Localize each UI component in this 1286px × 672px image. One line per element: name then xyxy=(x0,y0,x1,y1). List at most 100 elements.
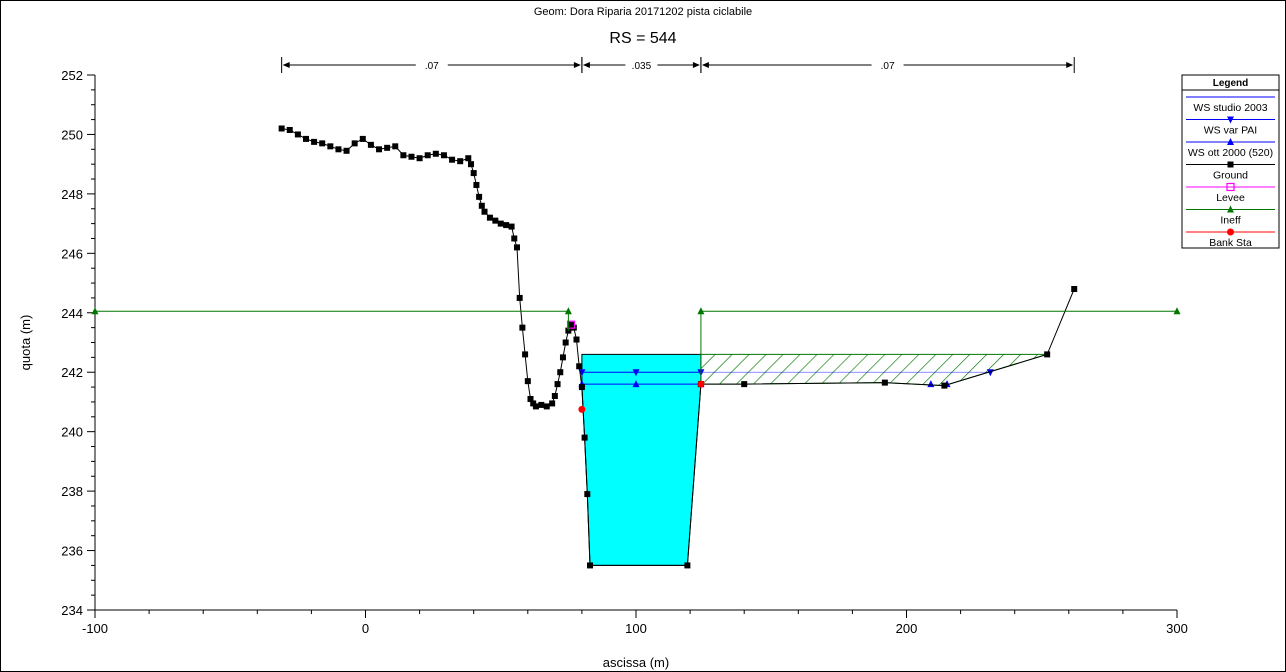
ground-marker xyxy=(471,170,477,176)
ground-marker xyxy=(882,380,888,386)
legend-label-ws-studio-2003: WS studio 2003 xyxy=(1193,102,1267,114)
x-tick-label: 300 xyxy=(1166,621,1188,636)
ground-marker xyxy=(584,491,590,497)
ground-marker xyxy=(579,384,585,390)
ground-marker xyxy=(279,126,285,132)
ground-marker xyxy=(400,152,406,158)
ground-marker xyxy=(557,369,563,375)
ground-marker xyxy=(433,151,439,157)
ground-marker xyxy=(327,143,333,149)
x-tick-label: 200 xyxy=(896,621,918,636)
ground-marker xyxy=(563,340,569,346)
legend-label-ws-ott-2000-520: WS ott 2000 (520) xyxy=(1188,147,1273,159)
ground-marker xyxy=(368,142,374,148)
bank-sta-marker xyxy=(697,381,704,388)
y-tick-label: 242 xyxy=(61,365,83,380)
ground-marker xyxy=(587,562,593,568)
ground-marker xyxy=(555,381,561,387)
x-axis-title: ascissa (m) xyxy=(603,655,669,670)
ground-marker xyxy=(517,295,523,301)
ground-marker xyxy=(941,383,947,389)
manning-label: .07 xyxy=(881,61,895,72)
ground-marker xyxy=(482,209,488,215)
ground-marker xyxy=(525,378,531,384)
ground-marker xyxy=(476,194,482,200)
legend-label-ground: Ground xyxy=(1213,170,1248,182)
x-tick-label: 0 xyxy=(362,621,369,636)
x-tick-label: 100 xyxy=(625,621,647,636)
ground-marker xyxy=(1044,351,1050,357)
ground-marker xyxy=(344,148,350,154)
ground-marker xyxy=(287,127,293,133)
ground-marker xyxy=(533,403,539,409)
y-axis-title: quota (m) xyxy=(18,315,33,371)
y-tick-label: 250 xyxy=(61,127,83,142)
ground-marker xyxy=(457,158,463,164)
manning-label: .035 xyxy=(632,61,652,72)
ground-marker xyxy=(473,182,479,188)
legend-title: Legend xyxy=(1213,78,1249,89)
manning-arrow xyxy=(702,62,709,68)
ground-marker xyxy=(511,235,517,241)
ground-marker xyxy=(741,381,747,387)
ground-marker xyxy=(360,136,366,142)
ground-marker xyxy=(492,218,498,224)
water-fill xyxy=(582,354,701,565)
manning-arrow xyxy=(574,62,581,68)
ground-marker xyxy=(441,152,447,158)
legend-label-ineff: Ineff xyxy=(1220,215,1240,227)
y-tick-label: 240 xyxy=(61,425,83,440)
manning-arrow xyxy=(283,62,290,68)
bank-sta-marker xyxy=(578,406,585,413)
ground-marker xyxy=(465,155,471,161)
ground-marker xyxy=(498,221,504,227)
ground-marker xyxy=(560,354,566,360)
y-tick-label: 236 xyxy=(61,544,83,559)
ground-marker xyxy=(573,337,579,343)
ground-marker xyxy=(544,403,550,409)
manning-arrow xyxy=(1066,62,1073,68)
ground-marker xyxy=(376,146,382,152)
y-tick-label: 244 xyxy=(61,306,83,321)
ground-marker xyxy=(1071,286,1077,292)
ground-marker xyxy=(449,157,455,163)
legend-label-ws-var-pai: WS var PAI xyxy=(1204,125,1257,137)
ground-marker xyxy=(582,435,588,441)
legend-label-bank-sta: Bank Sta xyxy=(1209,237,1252,249)
ground-marker xyxy=(319,140,325,146)
y-tick-label: 246 xyxy=(61,246,83,261)
ground-marker xyxy=(522,351,528,357)
ground-marker xyxy=(392,143,398,149)
ground-marker xyxy=(479,203,485,209)
ground-marker xyxy=(468,161,474,167)
ground-marker xyxy=(549,400,555,406)
manning-arrow xyxy=(693,62,700,68)
manning-arrow xyxy=(583,62,590,68)
ground-marker xyxy=(552,393,558,399)
x-tick-label: -100 xyxy=(82,621,108,636)
ground-marker xyxy=(303,136,309,142)
ground-marker xyxy=(514,244,520,250)
ground-marker xyxy=(509,224,515,230)
ground-marker xyxy=(417,155,423,161)
ground-marker xyxy=(503,222,509,228)
ground-marker xyxy=(352,140,358,146)
manning-label: .07 xyxy=(425,61,439,72)
y-tick-label: 248 xyxy=(61,187,83,202)
ground-marker xyxy=(311,139,317,145)
legend-marker-bank-sta xyxy=(1227,229,1234,236)
y-tick-label: 234 xyxy=(61,603,83,618)
ground-marker xyxy=(384,145,390,151)
ground-marker xyxy=(576,363,582,369)
ground-marker xyxy=(684,562,690,568)
ground-marker xyxy=(538,402,544,408)
ground-marker xyxy=(425,152,431,158)
ground-marker xyxy=(408,154,414,160)
legend-label-levee: Levee xyxy=(1216,192,1245,204)
ground-marker xyxy=(295,131,301,137)
ground-marker xyxy=(335,146,341,152)
y-tick-label: 252 xyxy=(61,68,83,83)
y-tick-label: 238 xyxy=(61,484,83,499)
legend-marker-ground xyxy=(1228,162,1234,168)
